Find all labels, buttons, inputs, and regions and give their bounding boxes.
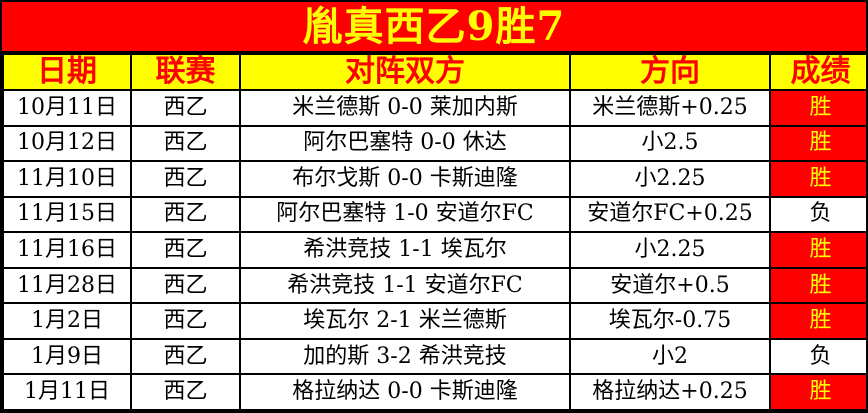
direction-cell: 安道尔+0.5 <box>569 266 771 305</box>
result-cell: 胜 <box>769 373 866 411</box>
header-match: 对阵双方 <box>239 53 571 91</box>
league-cell: 西乙 <box>130 89 241 127</box>
header-league: 联赛 <box>130 53 241 91</box>
table-body: 10月11日 西乙 米兰德斯 0-0 莱加内斯 米兰德斯+0.25 胜 10月12日 西乙阿… <box>2 89 866 411</box>
header-direction: 方向 <box>569 53 771 91</box>
league-cell: 西乙 <box>130 266 241 305</box>
date-cell: 1月2日 <box>2 302 132 340</box>
result-cell: 胜 <box>769 124 866 163</box>
table-row: 1月9日 西乙 加的斯 3-2 希洪竞技 小2 负 <box>2 337 866 376</box>
direction-cell: 米兰德斯+0.25 <box>569 89 771 127</box>
match-cell: 希洪竞技 1-1 埃瓦尔 <box>239 231 571 269</box>
direction-cell: 安道尔FC+0.25 <box>569 195 771 234</box>
match-cell: 格拉纳达 0-0 卡斯迪隆 <box>239 373 571 411</box>
date-cell: 10月12日 <box>2 124 132 163</box>
table-row: 11月16日 西乙 希洪竞技 1-1 埃瓦尔 小2.25 胜 <box>2 231 866 269</box>
table-row: 10月11日 西乙 米兰德斯 0-0 莱加内斯 米兰德斯+0.25 胜 <box>2 89 866 127</box>
league-cell: 西乙 <box>130 231 241 269</box>
result-cell: 负 <box>769 195 866 234</box>
league-cell: 西乙 <box>130 302 241 340</box>
table-header: 日期 联赛 对阵双方 方向 成绩 <box>2 53 866 91</box>
match-cell: 阿尔巴塞特 0-0 休达 <box>239 124 571 163</box>
result-cell: 胜 <box>769 160 866 198</box>
result-cell: 胜 <box>769 231 866 269</box>
table-row: 10月12日 西乙 阿尔巴塞特 0-0 休达 小2.5 胜 <box>2 124 866 163</box>
result-cell: 胜 <box>769 89 866 127</box>
match-cell: 阿尔巴塞特 1-0 安道尔FC <box>239 195 571 234</box>
header-row: 日期 联赛 对阵双方 方向 成绩 <box>2 53 866 91</box>
match-cell: 米兰德斯 0-0 莱加内斯 <box>239 89 571 127</box>
page-title: 胤真西乙9胜7 <box>2 2 866 53</box>
table-row: 1月11日 西乙 格拉纳达 0-0 卡斯迪隆 格拉纳达+0.25 胜 <box>2 373 866 411</box>
header-date: 日期 <box>2 53 132 91</box>
date-cell: 1月9日 <box>2 337 132 376</box>
match-cell: 加的斯 3-2 希洪竞技 <box>239 337 571 376</box>
header-result: 成绩 <box>769 53 866 91</box>
league-cell: 西乙 <box>130 195 241 234</box>
direction-cell: 格拉纳达+0.25 <box>569 373 771 411</box>
league-cell: 西乙 <box>130 337 241 376</box>
direction-cell: 小2.25 <box>569 231 771 269</box>
date-cell: 11月10日 <box>2 160 132 198</box>
result-cell: 负 <box>769 337 866 376</box>
direction-cell: 埃瓦尔-0.75 <box>569 302 771 340</box>
league-cell: 西乙 <box>130 160 241 198</box>
direction-cell: 小2.5 <box>569 124 771 163</box>
direction-cell: 小2.25 <box>569 160 771 198</box>
table-row: 1月2日 西乙 埃瓦尔 2-1 米兰德斯 埃瓦尔-0.75 胜 <box>2 302 866 340</box>
result-cell: 胜 <box>769 302 866 340</box>
match-cell: 布尔戈斯 0-0 卡斯迪隆 <box>239 160 571 198</box>
date-cell: 11月16日 <box>2 231 132 269</box>
league-cell: 西乙 <box>130 373 241 411</box>
table-row: 11月15日 西乙 阿尔巴塞特 1-0 安道尔FC 安道尔FC+0.25 负 <box>2 195 866 234</box>
date-cell: 10月11日 <box>2 89 132 127</box>
table-row: 11月10日 西乙 布尔戈斯 0-0 卡斯迪隆 小2.25 胜 <box>2 160 866 198</box>
league-cell: 西乙 <box>130 124 241 163</box>
match-cell: 希洪竞技 1-1 安道尔FC <box>239 266 571 305</box>
date-cell: 11月15日 <box>2 195 132 234</box>
record-table: 日期 联赛 对阵双方 方向 成绩 10月11日 西乙 米兰德斯 0-0 莱加内斯 米兰… <box>2 53 866 411</box>
date-cell: 1月11日 <box>2 373 132 411</box>
result-cell: 胜 <box>769 266 866 305</box>
direction-cell: 小2 <box>569 337 771 376</box>
match-cell: 埃瓦尔 2-1 米兰德斯 <box>239 302 571 340</box>
date-cell: 11月28日 <box>2 266 132 305</box>
table-row: 11月28日 西乙 希洪竞技 1-1 安道尔FC 安道尔+0.5 胜 <box>2 266 866 305</box>
